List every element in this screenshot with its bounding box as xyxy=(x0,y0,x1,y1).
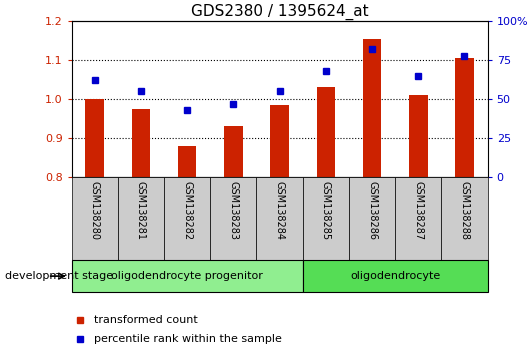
Bar xyxy=(316,87,335,177)
Bar xyxy=(131,109,150,177)
Bar xyxy=(210,177,257,260)
Text: oligodendrocyte progenitor: oligodendrocyte progenitor xyxy=(111,271,263,281)
Text: oligodendrocyte: oligodendrocyte xyxy=(350,271,440,281)
Bar xyxy=(72,177,118,260)
Bar xyxy=(270,105,289,177)
Title: GDS2380 / 1395624_at: GDS2380 / 1395624_at xyxy=(191,4,368,20)
Text: percentile rank within the sample: percentile rank within the sample xyxy=(94,333,282,344)
Bar xyxy=(178,146,196,177)
Bar xyxy=(395,177,441,260)
Bar xyxy=(224,126,243,177)
Bar xyxy=(349,177,395,260)
Bar xyxy=(303,260,488,292)
Bar xyxy=(164,177,210,260)
Bar xyxy=(85,99,104,177)
Text: GSM138283: GSM138283 xyxy=(228,181,239,240)
Text: GSM138282: GSM138282 xyxy=(182,181,192,240)
Bar xyxy=(363,39,381,177)
Text: GSM138284: GSM138284 xyxy=(275,181,285,240)
Bar xyxy=(303,177,349,260)
Bar xyxy=(441,177,488,260)
Text: GSM138285: GSM138285 xyxy=(321,181,331,240)
Bar xyxy=(409,95,428,177)
Bar xyxy=(257,177,303,260)
Text: GSM138280: GSM138280 xyxy=(90,181,100,240)
Text: GSM138287: GSM138287 xyxy=(413,181,423,240)
Bar xyxy=(455,58,474,177)
Text: GSM138286: GSM138286 xyxy=(367,181,377,240)
Bar xyxy=(118,177,164,260)
Text: GSM138281: GSM138281 xyxy=(136,181,146,240)
Text: transformed count: transformed count xyxy=(94,315,198,325)
Bar xyxy=(72,260,303,292)
Text: GSM138288: GSM138288 xyxy=(460,181,470,240)
Text: development stage: development stage xyxy=(5,271,113,281)
